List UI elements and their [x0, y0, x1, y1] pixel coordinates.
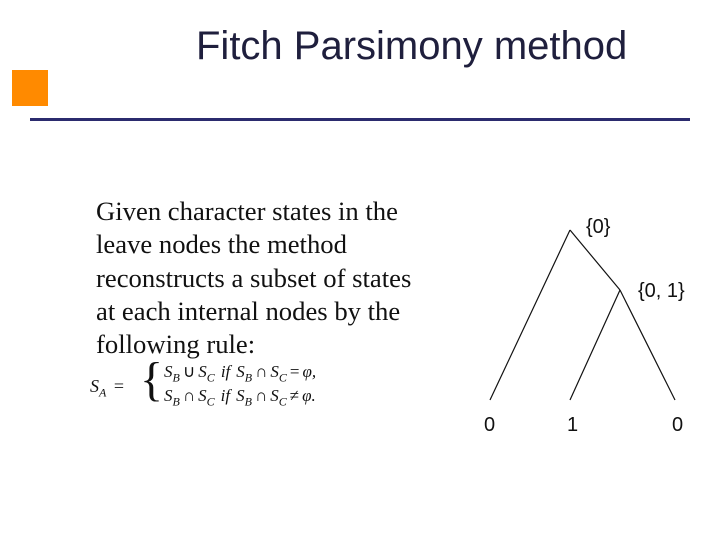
tree-node-label: {0} [586, 216, 610, 239]
body-paragraph: Given character states in the leave node… [96, 195, 436, 362]
tree-diagram: {0} {0, 1} 0 1 0 [460, 210, 700, 440]
intersect-icon: ∩ [252, 386, 270, 405]
equals-sign: = [111, 376, 127, 396]
horizontal-divider [30, 118, 690, 121]
tree-edge [620, 290, 675, 400]
accent-square [12, 70, 48, 106]
left-brace: { [140, 356, 163, 404]
slide: Fitch Parsimony method Given character s… [0, 0, 720, 540]
tree-node-label: 0 [484, 414, 495, 437]
sym-sub-a: A [99, 386, 106, 400]
formula: SA = { SB∪SCifSB∩SC=φ, SB∩SCifSB∩SC≠φ. [90, 360, 420, 420]
tree-node-label: 0 [672, 414, 683, 437]
tree-edge [490, 230, 570, 400]
tree-edge [570, 230, 620, 290]
tree-node-label: 1 [567, 414, 578, 437]
formula-case-1: SB∪SCifSB∩SC=φ, [164, 362, 316, 385]
sym-s: S [90, 376, 99, 396]
tree-node-label: {0, 1} [638, 280, 685, 303]
formula-case-2: SB∩SCifSB∩SC≠φ. [164, 386, 316, 409]
tree-edge [570, 290, 620, 400]
intersect-icon: ∩ [180, 386, 198, 405]
union-icon: ∪ [180, 362, 198, 381]
tree-edges [460, 210, 700, 440]
formula-lhs: SA = [90, 376, 127, 401]
intersect-icon: ∩ [252, 362, 270, 381]
slide-title: Fitch Parsimony method [196, 24, 627, 69]
phi-icon: φ [303, 362, 312, 381]
